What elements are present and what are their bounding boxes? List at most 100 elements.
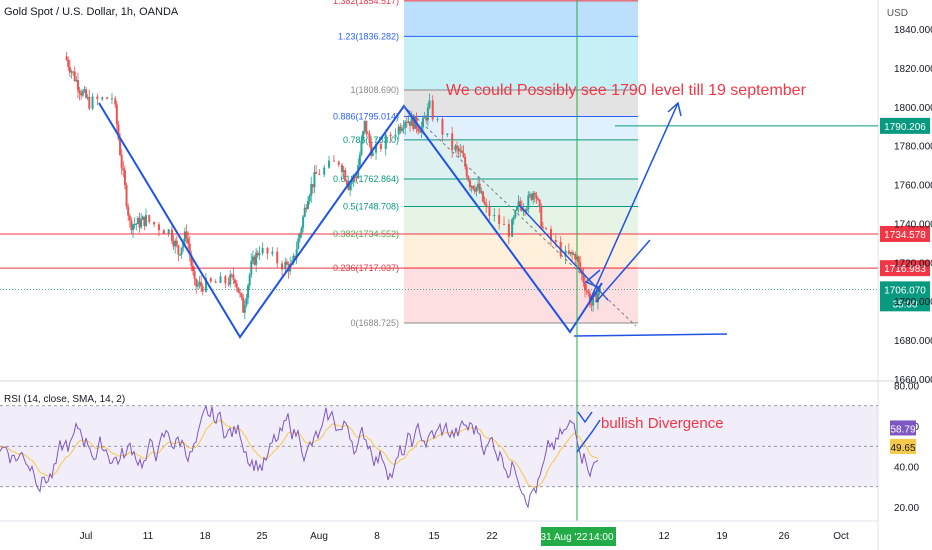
candle-body xyxy=(512,217,515,220)
candle-body xyxy=(467,176,470,181)
trend-dashed-line xyxy=(403,105,637,327)
candle-body xyxy=(78,90,81,93)
price-tick-label: 1820.000 xyxy=(894,64,932,75)
candle-body xyxy=(195,278,198,287)
candle-body xyxy=(564,250,567,257)
candle-body xyxy=(569,252,572,254)
candle-body xyxy=(138,218,141,228)
fib-zone xyxy=(404,36,638,90)
candle-body xyxy=(342,170,345,172)
candle-body xyxy=(394,134,397,137)
candle-body xyxy=(242,297,245,313)
candle-body xyxy=(595,292,598,303)
symbol-title: Gold Spot / U.S. Dollar, 1h, OANDA xyxy=(4,6,179,18)
candle-body xyxy=(525,209,528,212)
candle-body xyxy=(584,282,587,291)
candle-body xyxy=(284,261,287,270)
candle-body xyxy=(240,293,243,298)
candle-body xyxy=(80,92,83,96)
candle-body xyxy=(344,170,347,181)
candle-body xyxy=(481,191,484,202)
candle-body xyxy=(75,79,78,81)
candle-body xyxy=(188,243,191,255)
candle-body xyxy=(423,117,426,119)
rsi-value-tag xyxy=(890,420,916,436)
time-tick-label: Aug xyxy=(310,531,328,542)
candle-body xyxy=(201,286,204,292)
candle-body xyxy=(379,144,382,149)
fib-level-label: 1.23(1836.282) xyxy=(338,31,399,41)
candle-body xyxy=(360,140,363,155)
candle-body xyxy=(193,271,196,279)
fib-level-label: 1.382(1854.517) xyxy=(333,0,399,6)
candle-body xyxy=(136,218,139,224)
fib-level-label: 0.5(1748.708) xyxy=(343,202,399,212)
fib-zone xyxy=(404,268,638,324)
candle-body xyxy=(465,166,468,177)
candle-body xyxy=(407,121,410,123)
candle-body xyxy=(399,126,402,132)
candle-body xyxy=(475,187,478,192)
candle-body xyxy=(276,251,279,264)
candle-body xyxy=(175,240,178,246)
price-tick-label: 1740.000 xyxy=(894,219,932,230)
candle-body xyxy=(190,254,193,266)
price-tick-label: 1760.000 xyxy=(894,181,932,192)
candle-body xyxy=(441,119,444,135)
candle-body xyxy=(402,127,405,129)
candle-body xyxy=(238,292,241,294)
candle-body xyxy=(517,201,520,207)
candle-body xyxy=(353,176,356,178)
candle-body xyxy=(143,216,146,226)
candle-body xyxy=(511,219,514,237)
candle-body xyxy=(527,195,530,210)
candle-body xyxy=(315,172,318,174)
time-tick-label: 25 xyxy=(256,531,268,542)
candle-body xyxy=(533,192,536,196)
candle-body xyxy=(582,273,585,283)
candle-body xyxy=(528,194,531,196)
divergence-line xyxy=(576,419,601,453)
candle-body xyxy=(493,214,496,217)
candle-body xyxy=(179,254,182,256)
candle-body xyxy=(587,291,590,294)
candle-body xyxy=(297,238,300,250)
candle-body xyxy=(405,121,408,123)
candle-body xyxy=(507,224,510,237)
candle-body xyxy=(148,215,151,222)
candle-body xyxy=(72,71,75,73)
candle-body xyxy=(498,214,501,225)
time-tick-label: Oct xyxy=(833,531,849,542)
candle-body xyxy=(144,215,147,226)
candle-body xyxy=(292,255,295,264)
candle-body xyxy=(459,150,462,152)
candle-body xyxy=(235,283,238,288)
candle-body xyxy=(185,231,188,239)
candle-body xyxy=(389,134,392,137)
candle-body xyxy=(422,117,425,128)
candle-body xyxy=(300,227,303,234)
candle-body xyxy=(350,181,353,184)
candle-body xyxy=(140,219,143,228)
candle-body xyxy=(86,96,89,98)
price-tick-label: 1660.000 xyxy=(894,375,932,386)
candle-body xyxy=(162,230,165,234)
candle-body xyxy=(323,167,326,175)
candle-body xyxy=(477,183,480,188)
currency-label: USD xyxy=(886,8,908,19)
candle-body xyxy=(571,252,574,255)
candle-body xyxy=(410,116,413,126)
rsi-ma-tag xyxy=(890,438,916,454)
price-level-tag xyxy=(880,117,930,134)
candle-body xyxy=(462,152,465,157)
candle-body xyxy=(397,126,400,135)
candle-body xyxy=(483,201,486,204)
candle-body xyxy=(363,120,366,132)
candle-body xyxy=(122,168,125,171)
candle-body xyxy=(81,91,84,96)
fib-level-label: 1(1808.690) xyxy=(350,85,399,95)
candle-body xyxy=(119,138,122,156)
price-level-value: 1734.578 xyxy=(884,230,926,241)
time-tick-label: Jul xyxy=(80,531,93,542)
